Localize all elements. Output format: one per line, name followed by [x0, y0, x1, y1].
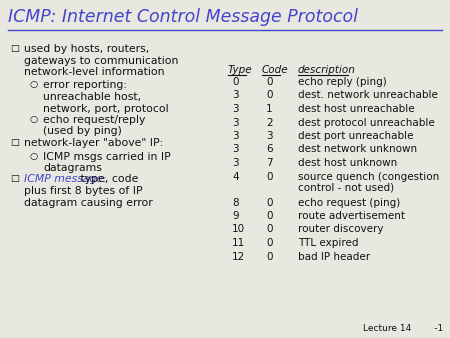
Text: 0: 0	[266, 171, 273, 182]
Text: echo reply (ping): echo reply (ping)	[298, 77, 387, 87]
Text: dest host unknown: dest host unknown	[298, 158, 397, 168]
Text: used by hosts, routers,: used by hosts, routers,	[24, 44, 149, 54]
Text: ○: ○	[30, 115, 38, 124]
Text: 3: 3	[232, 104, 239, 114]
Text: dest. network unreachable: dest. network unreachable	[298, 91, 438, 100]
Text: □: □	[10, 138, 19, 147]
Text: network, port, protocol: network, port, protocol	[43, 103, 169, 114]
Text: 3: 3	[232, 118, 239, 127]
Text: bad IP header: bad IP header	[298, 251, 370, 262]
Text: Lecture 14        -1: Lecture 14 -1	[363, 324, 443, 333]
Text: 3: 3	[232, 91, 239, 100]
Text: ICMP msgs carried in IP: ICMP msgs carried in IP	[43, 151, 171, 162]
Text: 9: 9	[232, 211, 239, 221]
Text: 0: 0	[266, 211, 273, 221]
Text: ○: ○	[30, 80, 38, 90]
Text: 3: 3	[232, 145, 239, 154]
Text: echo request (ping): echo request (ping)	[298, 197, 400, 208]
Text: (used by ping): (used by ping)	[43, 126, 122, 137]
Text: 3: 3	[232, 131, 239, 141]
Text: 2: 2	[266, 118, 273, 127]
Text: datagrams: datagrams	[43, 163, 102, 173]
Text: 3: 3	[266, 131, 273, 141]
Text: route advertisement: route advertisement	[298, 211, 405, 221]
Text: echo request/reply: echo request/reply	[43, 115, 145, 125]
Text: TTL expired: TTL expired	[298, 238, 359, 248]
Text: 0: 0	[232, 77, 239, 87]
Text: 0: 0	[266, 251, 273, 262]
Text: 0: 0	[266, 238, 273, 248]
Text: dest port unreachable: dest port unreachable	[298, 131, 414, 141]
Text: Type: Type	[228, 65, 252, 75]
Text: 10: 10	[232, 224, 245, 235]
Text: 6: 6	[266, 145, 273, 154]
Text: ICMP message:: ICMP message:	[24, 174, 107, 185]
Text: unreachable host,: unreachable host,	[43, 92, 141, 102]
Text: source quench (congestion: source quench (congestion	[298, 171, 439, 182]
Text: □: □	[10, 174, 19, 184]
Text: dest network unknown: dest network unknown	[298, 145, 417, 154]
Text: ○: ○	[30, 151, 38, 161]
Text: gateways to communication: gateways to communication	[24, 55, 178, 66]
Text: ICMP: Internet Control Message Protocol: ICMP: Internet Control Message Protocol	[8, 8, 358, 26]
Text: error reporting:: error reporting:	[43, 80, 127, 91]
Text: type, code: type, code	[77, 174, 138, 185]
Text: 3: 3	[232, 158, 239, 168]
Text: 0: 0	[266, 197, 273, 208]
Text: Code: Code	[262, 65, 288, 75]
Text: 12: 12	[232, 251, 245, 262]
Text: network-layer "above" IP:: network-layer "above" IP:	[24, 138, 163, 148]
Text: 1: 1	[266, 104, 273, 114]
Text: control - not used): control - not used)	[298, 183, 394, 193]
Text: dest host unreachable: dest host unreachable	[298, 104, 414, 114]
Text: 7: 7	[266, 158, 273, 168]
Text: dest protocol unreachable: dest protocol unreachable	[298, 118, 435, 127]
Text: 0: 0	[266, 91, 273, 100]
Text: 0: 0	[266, 224, 273, 235]
Text: plus first 8 bytes of IP: plus first 8 bytes of IP	[24, 186, 143, 196]
Text: 11: 11	[232, 238, 245, 248]
Text: router discovery: router discovery	[298, 224, 383, 235]
Text: network-level information: network-level information	[24, 67, 165, 77]
Text: 8: 8	[232, 197, 239, 208]
Text: □: □	[10, 44, 19, 53]
Text: datagram causing error: datagram causing error	[24, 197, 153, 208]
Text: description: description	[298, 65, 356, 75]
Text: 4: 4	[232, 171, 239, 182]
Text: 0: 0	[266, 77, 273, 87]
